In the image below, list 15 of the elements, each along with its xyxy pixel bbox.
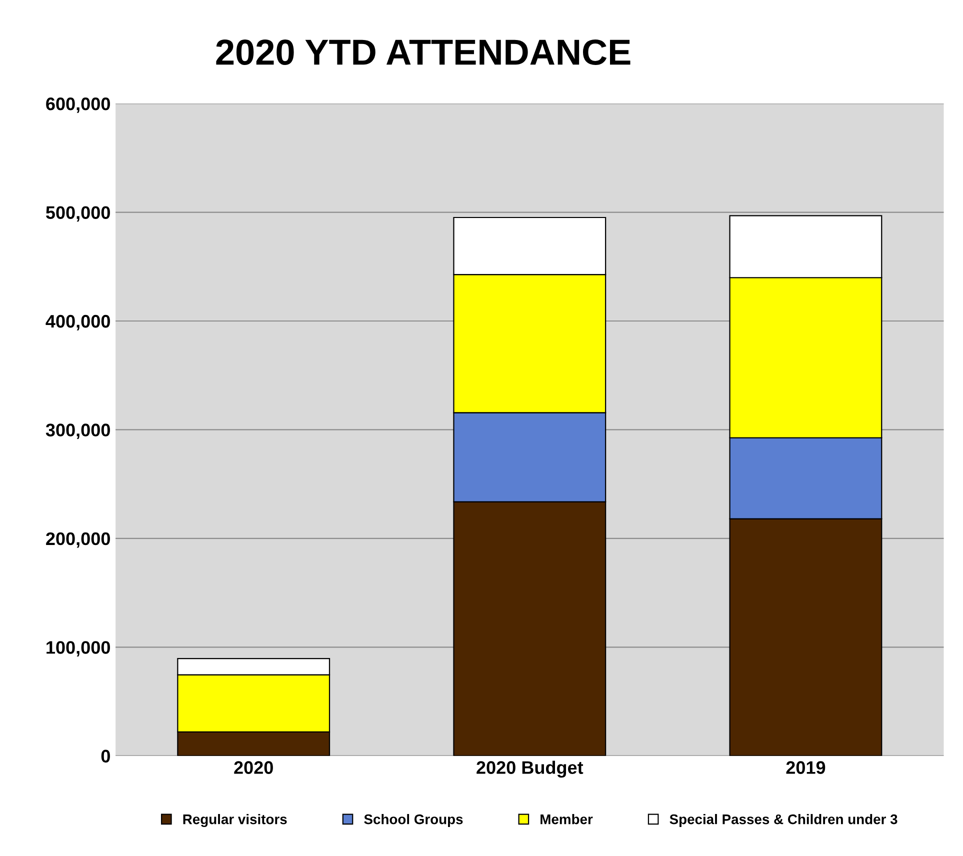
x-tick-label: 2020 — [234, 761, 273, 774]
legend-label: Regular visitors — [183, 814, 287, 828]
y-tick-label: 200,000 — [46, 532, 110, 548]
y-tick-label: 100,000 — [46, 641, 110, 656]
legend-label: Member — [540, 814, 593, 824]
y-tick-label: 600,000 — [46, 98, 110, 113]
x-tick-label: 2019 — [786, 761, 826, 774]
x-tick-label: 2020 Budget — [476, 760, 584, 778]
chart-title: 2020 YTD ATTENDANCE — [216, 39, 630, 66]
y-tick-label: 500,000 — [46, 206, 110, 222]
y-tick-label: 0 — [101, 750, 110, 763]
legend-label: Special Passes & Children under 3 — [670, 814, 898, 827]
legend-label: School Groups — [364, 814, 463, 827]
y-tick-label: 400,000 — [46, 314, 110, 330]
y-tick-label: 300,000 — [46, 424, 110, 440]
